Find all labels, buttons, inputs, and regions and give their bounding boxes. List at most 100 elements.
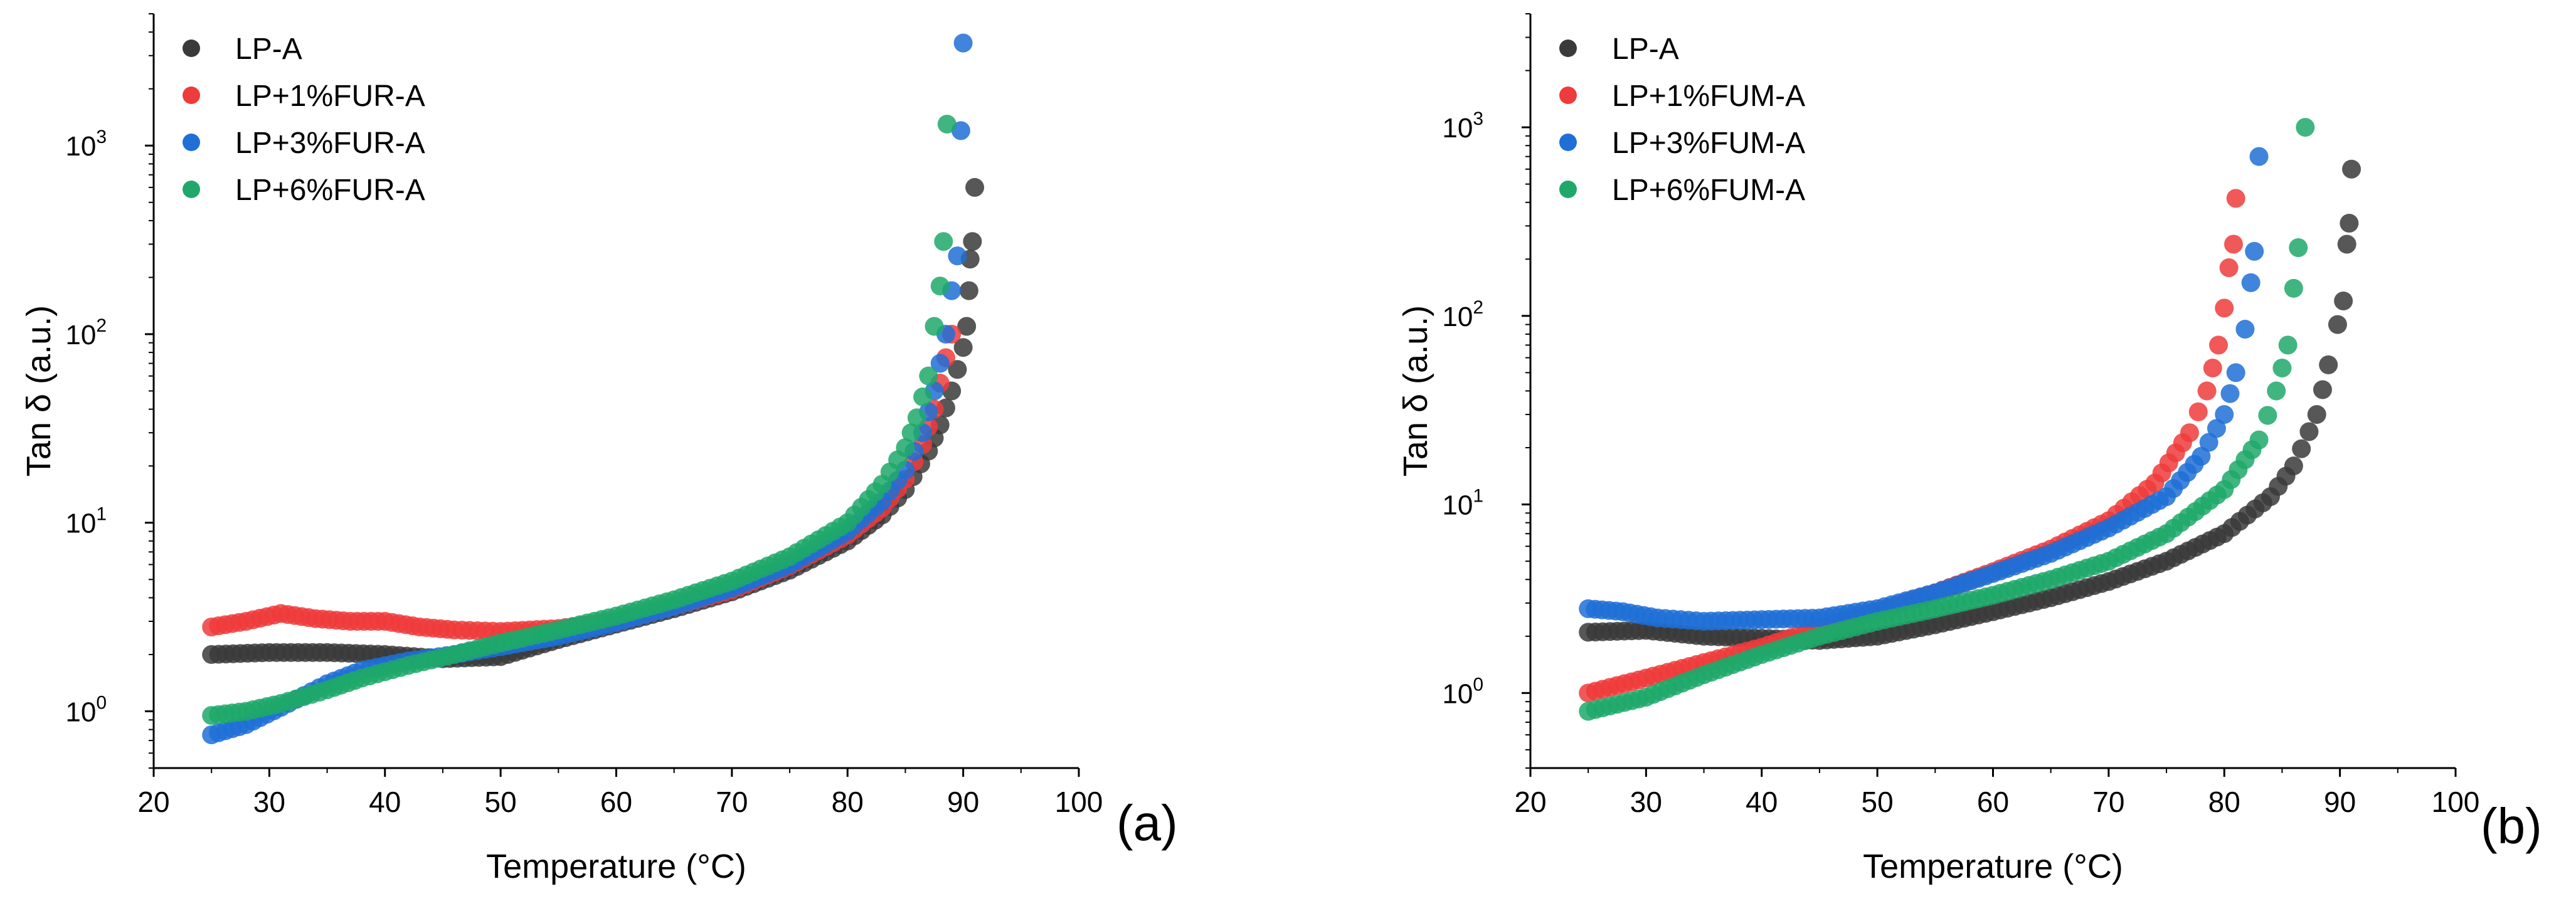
data-point [907, 408, 926, 428]
y-tick-exponent: 3 [96, 127, 107, 147]
y-tick-label: 100 [1442, 674, 1483, 709]
series-lp-a [1579, 159, 2361, 650]
data-point [2328, 315, 2347, 334]
x-axis-title: Temperature (°C) [1863, 848, 2123, 885]
legend-label: LP+1%FUR-A [235, 80, 425, 113]
legend-label: LP+6%FUR-A [235, 174, 425, 207]
series-lp-6-fur-a [202, 114, 957, 725]
data-point [913, 387, 933, 407]
data-point [2340, 214, 2359, 233]
panel-label: (a) [1116, 795, 1178, 851]
legend-marker [183, 181, 200, 198]
x-tick-label: 90 [2324, 786, 2356, 818]
data-point [2226, 363, 2245, 382]
data-point [2272, 358, 2292, 377]
y-tick-base: 10 [65, 131, 96, 162]
data-point [2199, 433, 2218, 452]
data-point [2235, 320, 2255, 339]
series-lp-a [202, 177, 985, 668]
y-tick-exponent: 0 [1473, 674, 1483, 695]
x-tick-label: 40 [1746, 786, 1778, 818]
data-point [2319, 355, 2338, 374]
x-tick-label: 70 [716, 786, 748, 818]
y-tick-label: 103 [65, 127, 107, 162]
series-lp-6-fum-a [1579, 118, 2315, 721]
legend-label: LP+1%FUM-A [1612, 80, 1805, 113]
data-point [2203, 358, 2222, 377]
data-point [2197, 381, 2217, 401]
x-tick-label: 50 [485, 786, 517, 818]
x-tick-label: 20 [1514, 786, 1546, 818]
y-tick-exponent: 2 [1473, 297, 1483, 318]
data-point [2337, 234, 2356, 254]
x-tick-label: 50 [1862, 786, 1894, 818]
y-tick-label: 102 [65, 315, 107, 350]
data-point [963, 232, 982, 251]
data-point [2292, 439, 2311, 458]
data-point [957, 317, 977, 336]
data-point [2296, 118, 2315, 137]
data-point [925, 317, 944, 336]
data-point [2258, 406, 2277, 425]
data-point [2188, 402, 2208, 421]
legend-label: LP+3%FUM-A [1612, 127, 1805, 160]
y-tick-label: 103 [1442, 108, 1483, 144]
y-tick-exponent: 1 [1473, 486, 1483, 507]
legend-marker [1559, 181, 1577, 198]
chart-panel-b: 20 30 40 50 60 70 80 90 100100101102103Temperatu… [1397, 13, 2542, 885]
data-point [2241, 273, 2261, 292]
data-point [948, 360, 967, 379]
data-point [2219, 258, 2239, 278]
x-tick-label: 80 [2208, 786, 2240, 818]
data-point [948, 246, 967, 266]
data-point [919, 366, 938, 386]
y-tick-base: 10 [1442, 490, 1473, 521]
y-tick-base: 10 [1442, 678, 1473, 709]
data-point [2245, 241, 2264, 261]
y-tick-exponent: 0 [96, 692, 107, 713]
x-tick-label: 60 [1977, 786, 2009, 818]
data-point [2224, 234, 2243, 254]
legend-marker [1559, 134, 1577, 151]
y-tick-label: 100 [65, 692, 107, 727]
legend-marker [183, 39, 200, 57]
y-tick-exponent: 3 [1473, 108, 1483, 129]
data-point [2307, 405, 2326, 424]
data-point [937, 114, 957, 134]
x-tick-label: 70 [2092, 786, 2124, 818]
data-point [965, 177, 985, 197]
chart-panel-a: 20 30 40 50 60 70 80 90 100100101102103Temperatu… [20, 13, 1178, 885]
y-tick-base: 10 [1442, 113, 1473, 144]
data-point [2249, 147, 2269, 166]
data-point [2289, 238, 2308, 258]
y-axis-title: Tan δ (a.u.) [1397, 305, 1434, 477]
data-point [953, 33, 973, 53]
x-tick-label: 90 [947, 786, 979, 818]
data-point [2207, 419, 2226, 438]
data-point [2180, 423, 2199, 443]
x-tick-label: 30 [1630, 786, 1662, 818]
x-tick-label: 30 [253, 786, 285, 818]
data-point [934, 232, 953, 251]
data-point [2313, 380, 2332, 399]
legend-label: LP-A [1612, 33, 1679, 66]
y-tick-base: 10 [65, 508, 96, 539]
y-axis-title: Tan δ (a.u.) [20, 305, 58, 477]
y-tick-exponent: 2 [96, 315, 107, 336]
legend-marker [1559, 39, 1577, 57]
data-point [901, 423, 921, 443]
series-lp-1-fur-a [202, 324, 962, 641]
data-point [930, 276, 950, 296]
y-tick-label: 101 [65, 504, 107, 539]
data-point [953, 338, 973, 357]
data-point [2226, 189, 2245, 208]
y-tick-base: 10 [65, 697, 96, 727]
y-tick-label: 102 [1442, 297, 1483, 332]
data-point [930, 354, 950, 373]
data-point [896, 438, 915, 458]
y-tick-label: 101 [1442, 486, 1483, 521]
data-point [2220, 384, 2240, 403]
x-tick-label: 100 [1055, 786, 1103, 818]
legend-marker [1559, 87, 1577, 104]
